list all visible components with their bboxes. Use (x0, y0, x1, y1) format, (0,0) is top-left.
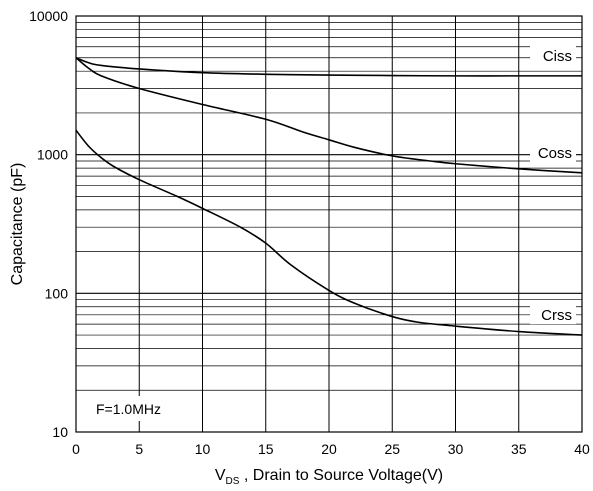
y-tick-label: 10000 (29, 8, 68, 24)
series-lines (75, 56, 583, 336)
series-label-coss: Coss (538, 145, 572, 162)
x-tick-label: 5 (135, 441, 143, 457)
series-line-coss (75, 57, 583, 174)
x-tick-label: 40 (574, 441, 590, 457)
series-label-background (530, 305, 576, 325)
y-axis-title: Capacitance (pF) (9, 163, 26, 286)
frequency-annotation: F=1.0MHz (96, 401, 161, 417)
x-tick-label: 15 (258, 441, 274, 457)
series-label-ciss: Ciss (543, 48, 572, 65)
x-tick-label: 35 (511, 441, 527, 457)
annotation-background (90, 396, 186, 421)
series-label-background (530, 45, 576, 65)
x-tick-label: 0 (72, 441, 80, 457)
x-axis-title-subscript: DS (226, 476, 240, 487)
x-axis-tick-labels: 0 5 10 15 20 25 30 35 40 (72, 441, 590, 457)
grid-lines (76, 16, 582, 432)
x-tick-label: 10 (195, 441, 211, 457)
x-axis-title: VDS , Drain to Source Voltage(V) (215, 467, 443, 487)
series-label-crss: Crss (541, 307, 572, 324)
series-labels: Ciss Coss Crss (530, 45, 576, 325)
y-axis-tick-labels: 10 100 1000 10000 (29, 8, 68, 440)
y-tick-label: 10 (52, 424, 68, 440)
series-label-background (530, 142, 576, 162)
y-tick-label: 1000 (37, 147, 68, 163)
y-tick-label: 100 (45, 285, 69, 301)
series-line-ciss (75, 56, 582, 77)
x-axis-title-rest: , Drain to Source Voltage(V) (239, 467, 443, 484)
x-axis-title-main: V (215, 467, 226, 484)
x-tick-label: 30 (448, 441, 464, 457)
plot-area-frame (75, 15, 583, 433)
series-line-crss (75, 129, 583, 336)
x-tick-label: 25 (384, 441, 400, 457)
x-tick-label: 20 (321, 441, 337, 457)
